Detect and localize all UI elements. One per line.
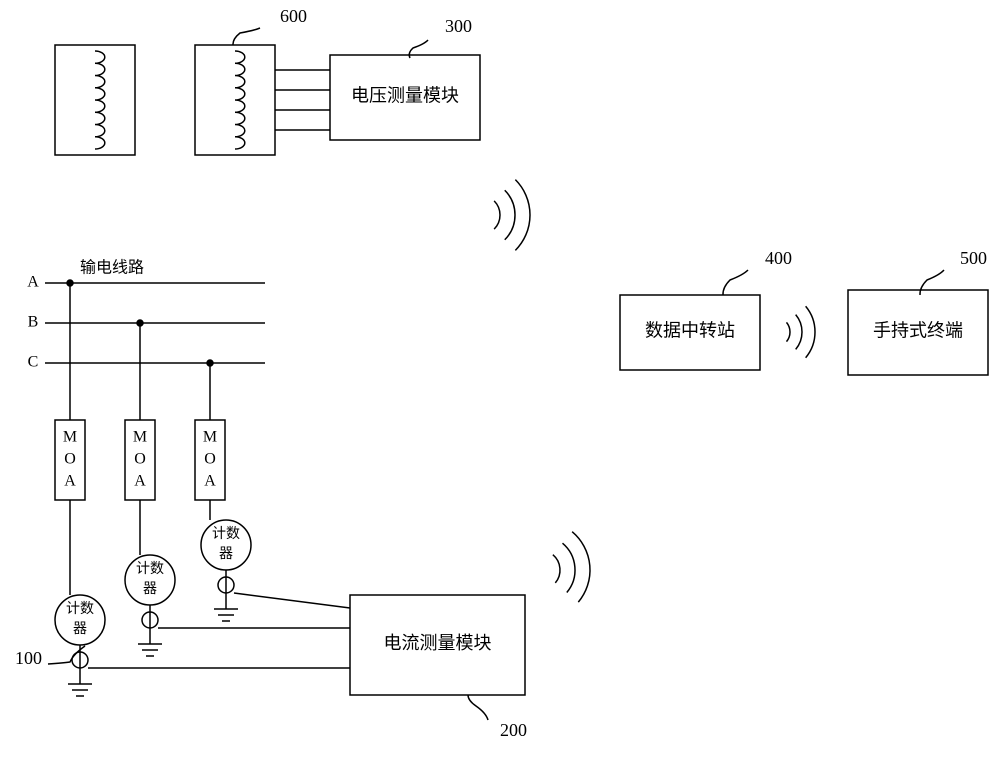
svg-text:输电线路: 输电线路	[80, 259, 144, 277]
svg-text:600: 600	[280, 6, 307, 26]
svg-text:M: M	[203, 429, 217, 446]
svg-text:200: 200	[500, 720, 527, 740]
svg-text:计数: 计数	[212, 526, 240, 542]
svg-text:B: B	[28, 314, 39, 331]
svg-text:A: A	[64, 473, 76, 490]
svg-text:计数: 计数	[136, 561, 164, 577]
svg-text:器: 器	[73, 622, 87, 637]
svg-text:计数: 计数	[66, 601, 94, 617]
svg-text:300: 300	[445, 16, 472, 36]
svg-text:A: A	[27, 274, 39, 291]
svg-text:100: 100	[15, 648, 42, 668]
svg-text:O: O	[64, 451, 76, 468]
svg-text:电压测量模块: 电压测量模块	[351, 86, 459, 106]
svg-text:器: 器	[143, 582, 157, 597]
svg-text:M: M	[63, 429, 77, 446]
svg-text:M: M	[133, 429, 147, 446]
svg-text:A: A	[134, 473, 146, 490]
svg-text:400: 400	[765, 248, 792, 268]
svg-text:C: C	[28, 354, 39, 371]
svg-text:数据中转站: 数据中转站	[645, 321, 735, 341]
svg-text:500: 500	[960, 248, 987, 268]
svg-text:O: O	[134, 451, 146, 468]
svg-text:手持式终端: 手持式终端	[873, 321, 963, 341]
svg-text:电流测量模块: 电流测量模块	[384, 633, 492, 653]
svg-text:器: 器	[219, 547, 233, 562]
svg-text:O: O	[204, 451, 216, 468]
svg-text:A: A	[204, 473, 216, 490]
